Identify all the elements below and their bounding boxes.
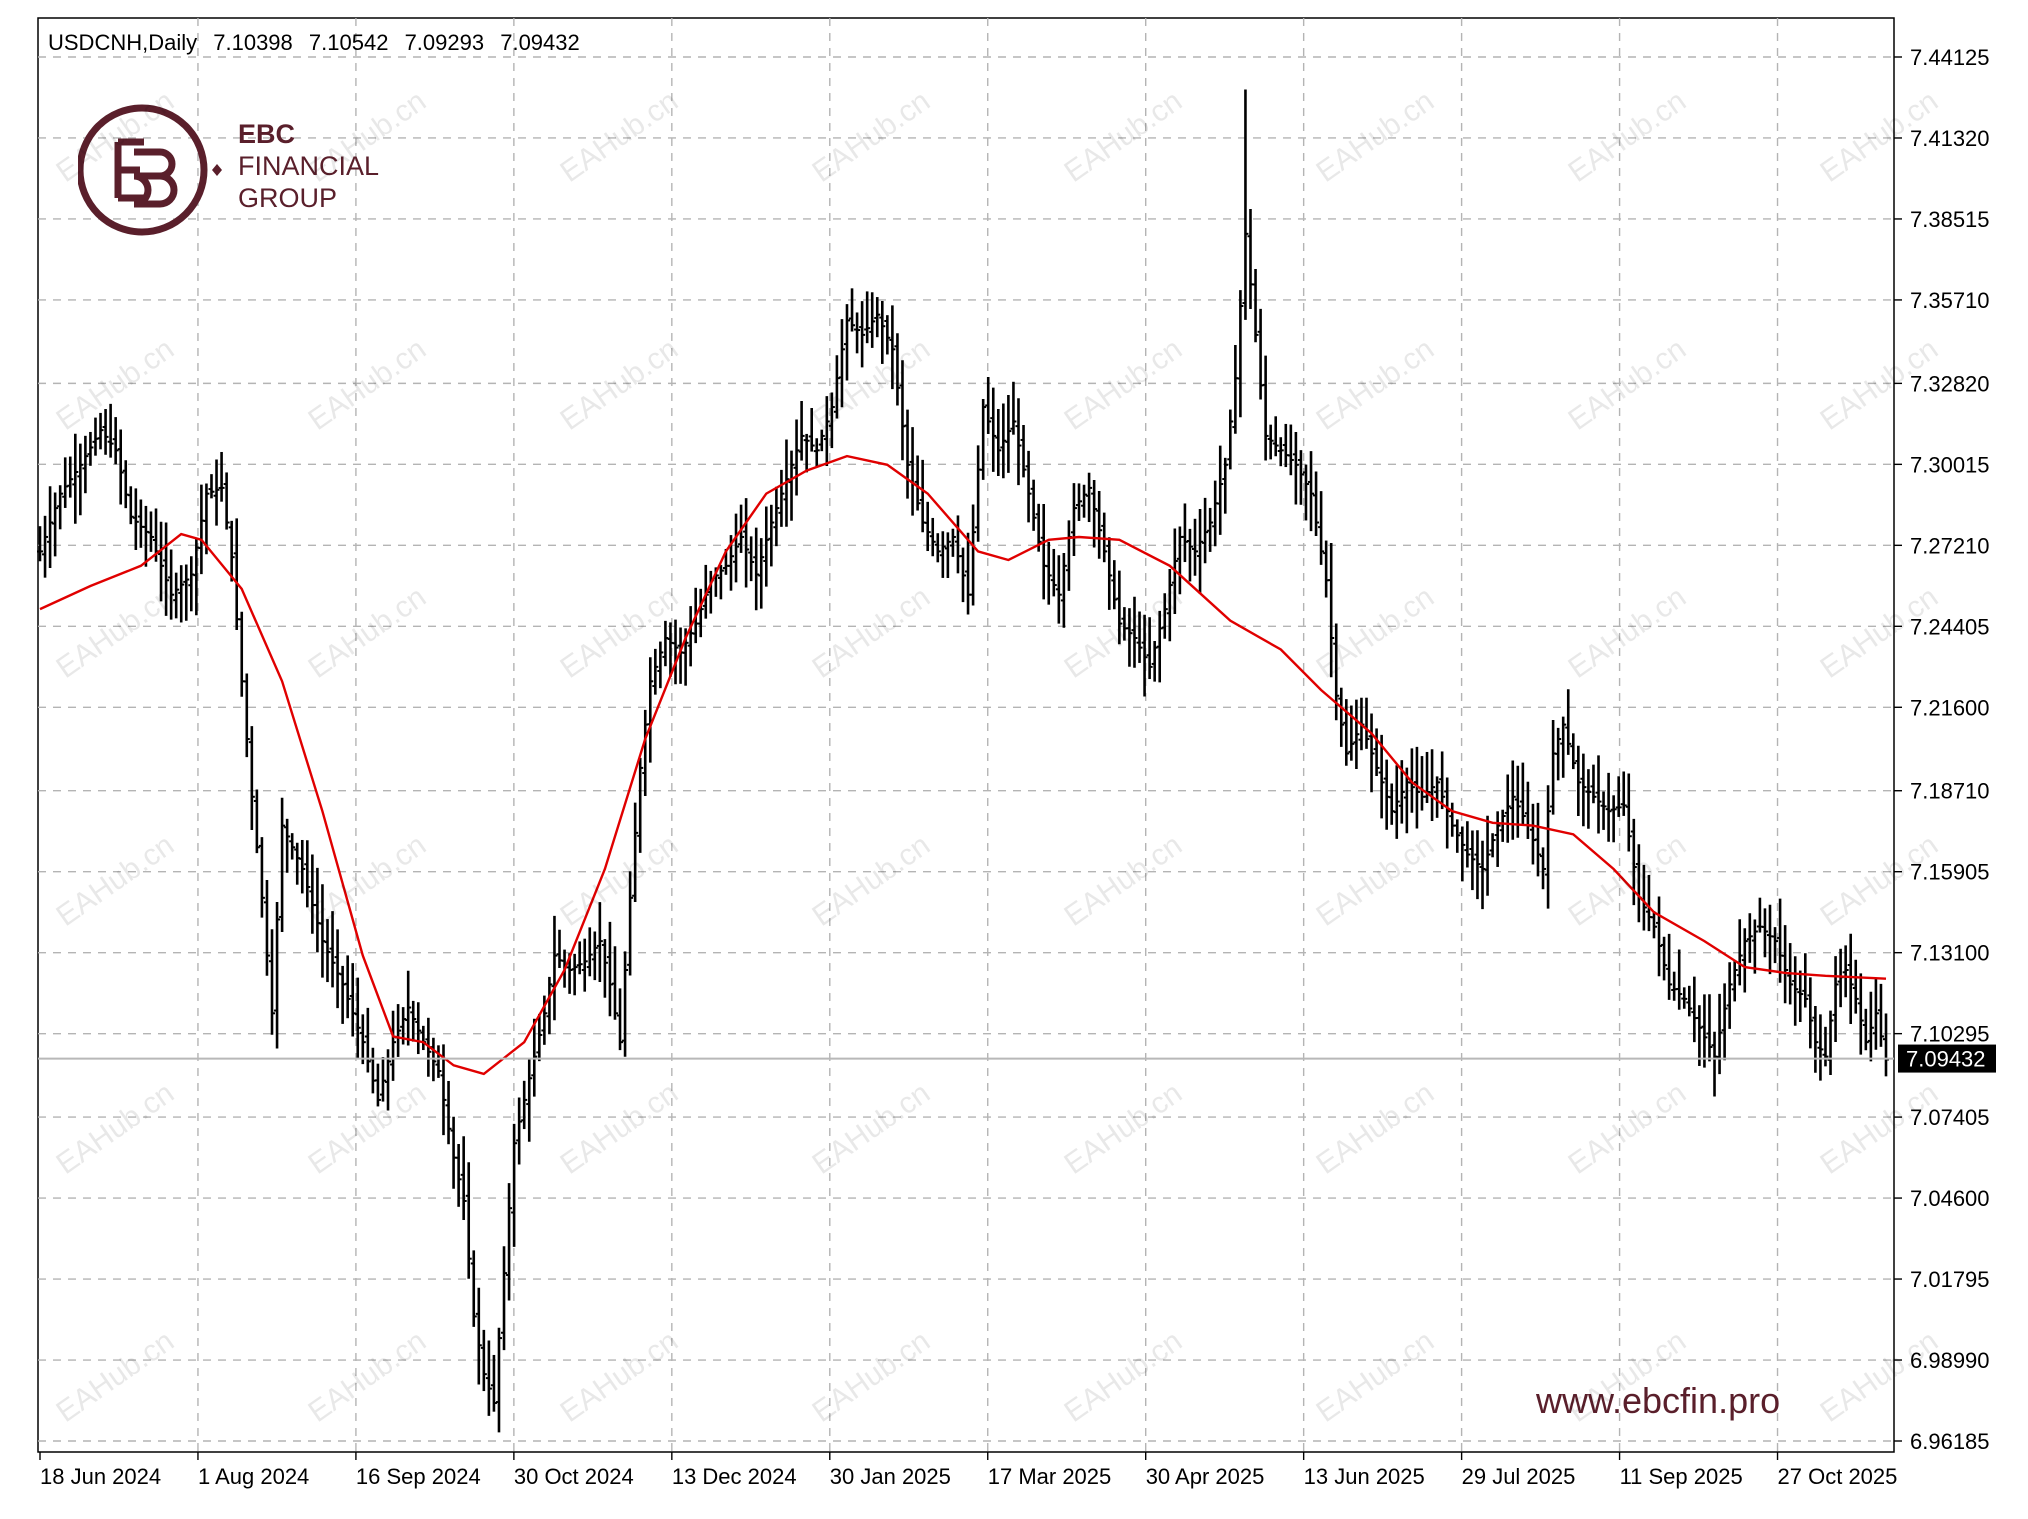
x-tick-label: 17 Mar 2025 xyxy=(988,1464,1112,1489)
symbol-label: USDCNH,Daily xyxy=(48,30,198,55)
high-value: 7.10542 xyxy=(308,30,389,55)
logo-line-1: EBC xyxy=(238,119,296,149)
x-tick-label: 11 Sep 2025 xyxy=(1620,1464,1743,1489)
current-price-label: 7.09432 xyxy=(1906,1047,1986,1072)
plot-frame xyxy=(37,17,1895,1453)
y-tick-label: 7.44125 xyxy=(1910,45,1990,70)
y-tick-label: 7.01795 xyxy=(1910,1267,1990,1292)
x-tick-label: 27 Oct 2025 xyxy=(1778,1464,1898,1489)
close-value: 7.09432 xyxy=(500,30,580,55)
y-tick-label: 7.21600 xyxy=(1910,695,1990,720)
x-tick-label: 30 Apr 2025 xyxy=(1146,1464,1265,1489)
y-tick-label: 7.24405 xyxy=(1910,614,1990,639)
y-tick-label: 7.35710 xyxy=(1910,288,1990,313)
website-label: www.ebcfin.pro xyxy=(1536,1380,1781,1421)
x-tick-label: 13 Jun 2025 xyxy=(1304,1464,1425,1489)
y-tick-label: 7.04600 xyxy=(1910,1186,1990,1211)
x-tick-label: 13 Dec 2024 xyxy=(672,1464,797,1489)
logo-line-2: FINANCIAL xyxy=(238,151,380,181)
y-tick-label: 7.13100 xyxy=(1910,941,1990,966)
y-tick-label: 7.27210 xyxy=(1910,533,1990,558)
y-tick-label: 7.38515 xyxy=(1910,207,1990,232)
logo-line-3: GROUP xyxy=(238,183,338,213)
x-tick-label: 30 Jan 2025 xyxy=(830,1464,951,1489)
ebc-logo-icon xyxy=(76,104,222,236)
y-tick-label: 7.15905 xyxy=(1910,860,1990,885)
low-value: 7.09293 xyxy=(404,30,485,55)
open-value: 7.10398 xyxy=(213,30,293,55)
chart-header: USDCNH,Daily 7.10398 7.10542 7.09293 7.0… xyxy=(48,30,590,56)
y-tick-label: 6.96185 xyxy=(1910,1429,1990,1454)
y-tick-label: 7.32820 xyxy=(1910,371,1990,396)
x-tick-label: 29 Jul 2025 xyxy=(1462,1464,1576,1489)
y-tick-label: 7.07405 xyxy=(1910,1105,1990,1130)
moving-average-line xyxy=(39,454,1887,1076)
x-tick-label: 30 Oct 2024 xyxy=(514,1464,634,1489)
x-tick-label: 1 Aug 2024 xyxy=(198,1464,309,1489)
x-tick-label: 18 Jun 2024 xyxy=(40,1464,161,1489)
y-tick-label: 7.41320 xyxy=(1910,126,1990,151)
ebc-logo-text: EBC FINANCIAL GROUP xyxy=(238,118,379,214)
current-price-box xyxy=(1898,1044,1996,1073)
ebc-logo: EBC FINANCIAL GROUP xyxy=(76,100,418,240)
y-tick-label: 6.98990 xyxy=(1910,1348,1990,1373)
y-tick-label: 7.10295 xyxy=(1910,1022,1990,1047)
y-tick-label: 7.30015 xyxy=(1910,452,1990,477)
ohlc-bars xyxy=(37,89,1889,1433)
x-tick-label: 16 Sep 2024 xyxy=(356,1464,481,1489)
y-tick-label: 7.18710 xyxy=(1910,779,1990,804)
